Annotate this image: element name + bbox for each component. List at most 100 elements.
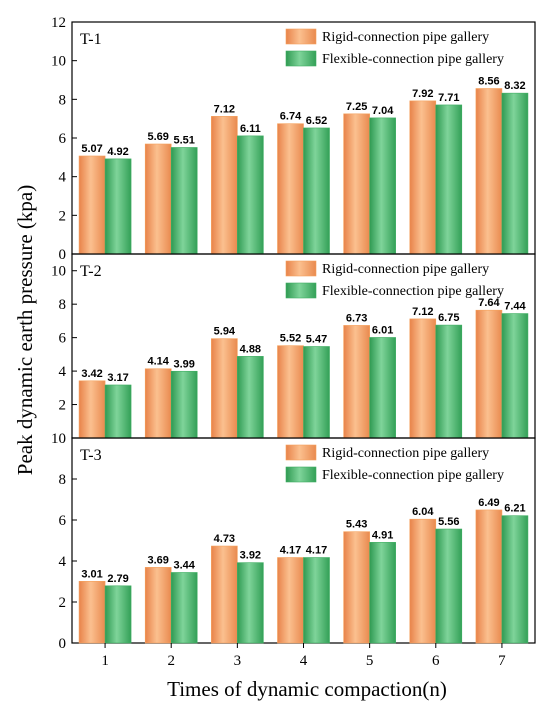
flexible-bar-3 — [237, 356, 264, 439]
data-label: 3.92 — [240, 550, 261, 562]
flexible-bar-6 — [435, 324, 463, 439]
rigid-bar-1 — [78, 380, 106, 439]
data-label: 4.17 — [280, 545, 301, 557]
y-tick-label: 8 — [59, 92, 67, 108]
rigid-bar-7 — [475, 309, 503, 439]
panel-t-1: 0 2 4 6 8 10 12 5.07 5.69 7.12 6.74 7.25 7.92 8.56 4.9… — [51, 15, 536, 263]
y-tick-label: 10 — [51, 54, 66, 70]
rigid-bar-2 — [144, 567, 172, 644]
legend-swatch — [285, 50, 317, 67]
data-label: 3.01 — [81, 568, 102, 580]
rigid-bar-7 — [475, 88, 503, 255]
data-label: 7.64 — [478, 297, 500, 309]
flexible-bar-4 — [303, 346, 330, 439]
y-tick-label: 12 — [51, 15, 66, 31]
panel-t-3: 0 2 4 6 8 10 3.01 3.69 4.73 4.17 5.43 6.04 6.49 2.79 3… — [51, 431, 536, 652]
data-label: 4.88 — [240, 343, 261, 355]
data-label: 5.52 — [280, 333, 301, 345]
data-label: 6.49 — [478, 497, 499, 509]
legend-label: Rigid-connection pipe gallery — [322, 30, 489, 45]
flexible-bar-2 — [170, 147, 198, 255]
y-tick-label: 2 — [59, 208, 67, 224]
legend-swatch — [285, 260, 317, 277]
data-label: 4.17 — [306, 545, 327, 557]
y-axis-title: Peak dynamic earth pressure (kpa) — [13, 185, 37, 475]
legend: Rigid-connection pipe gallery Flexible-co… — [285, 260, 504, 299]
panel-title: T-3 — [80, 447, 102, 464]
flexible-bar-7 — [501, 515, 529, 644]
y-tick-label: 6 — [59, 331, 67, 347]
data-label: 7.12 — [214, 103, 235, 115]
flexible-bar-4 — [303, 557, 330, 644]
flexible-bar-2 — [170, 572, 198, 644]
legend-swatch — [285, 282, 317, 299]
y-tick-label: 4 — [59, 364, 67, 380]
flexible-bar-1 — [104, 158, 132, 255]
flexible-bar-7 — [501, 313, 529, 439]
data-label: 4.14 — [148, 356, 170, 368]
flexible-bar-5 — [369, 117, 396, 255]
legend-label: Rigid-connection pipe gallery — [322, 446, 489, 461]
data-label: 6.04 — [412, 506, 434, 518]
flexible-bar-4 — [303, 127, 330, 255]
x-tick-label: 2 — [167, 653, 175, 669]
data-label: 7.12 — [412, 306, 433, 318]
data-label: 5.07 — [81, 143, 102, 155]
x-axis: 1 2 3 4 5 6 7 — [101, 643, 506, 669]
x-tick-label: 4 — [300, 653, 308, 669]
data-label: 6.11 — [240, 123, 261, 135]
legend-swatch — [285, 444, 317, 461]
x-tick-label: 7 — [498, 653, 506, 669]
panel-title: T-1 — [80, 31, 102, 48]
legend-label: Flexible-connection pipe gallery — [322, 52, 504, 67]
legend: Rigid-connection pipe gallery Flexible-co… — [285, 28, 504, 67]
legend: Rigid-connection pipe gallery Flexible-co… — [285, 444, 504, 483]
data-label: 4.91 — [372, 529, 393, 541]
legend-swatch — [285, 466, 317, 483]
flexible-bar-6 — [435, 528, 463, 644]
flexible-bar-5 — [369, 337, 396, 439]
data-label: 6.73 — [346, 312, 367, 324]
data-label: 5.56 — [438, 516, 459, 528]
y-tick-label: 10 — [51, 431, 66, 447]
rigid-bar-3 — [211, 338, 238, 439]
rigid-bar-3 — [211, 545, 238, 644]
y-tick-label: 4 — [59, 554, 67, 570]
data-label: 6.74 — [280, 111, 302, 123]
y-tick-label: 10 — [51, 264, 66, 280]
y-tick-label: 0 — [59, 636, 67, 652]
rigid-bar-6 — [409, 100, 437, 255]
y-tick-label: 8 — [59, 297, 67, 313]
flexible-bar-3 — [237, 562, 264, 644]
y-tick-label: 2 — [59, 595, 67, 611]
data-label: 3.69 — [148, 554, 169, 566]
data-label: 8.32 — [504, 80, 525, 92]
y-tick-label: 6 — [59, 131, 67, 147]
rigid-bar-5 — [343, 531, 370, 644]
rigid-bar-3 — [211, 116, 238, 255]
data-label: 3.44 — [174, 559, 196, 571]
rigid-bar-6 — [409, 518, 437, 644]
rigid-bar-6 — [409, 318, 437, 439]
data-label: 7.25 — [346, 101, 367, 113]
flexible-bar-6 — [435, 104, 463, 255]
legend-swatch — [285, 28, 317, 45]
y-tick-label: 8 — [59, 472, 67, 488]
panel-t-2: 2 4 6 8 10 3.42 4.14 5.94 5.52 6.73 7.12 7.64 3.17 3.… — [51, 253, 536, 439]
flexible-bar-1 — [104, 585, 132, 644]
data-label: 3.42 — [81, 368, 102, 380]
data-label: 7.92 — [412, 88, 433, 100]
panel-title: T-2 — [80, 263, 102, 280]
rigid-bar-4 — [277, 345, 304, 439]
y-tick-label: 4 — [59, 170, 67, 186]
y-tick-label: 0 — [59, 247, 67, 263]
rigid-bar-4 — [277, 557, 304, 644]
x-tick-label: 1 — [101, 653, 109, 669]
data-label: 7.44 — [504, 301, 526, 313]
data-label: 5.51 — [174, 134, 195, 146]
x-tick-label: 6 — [432, 653, 440, 669]
data-label: 5.43 — [346, 519, 367, 531]
data-label: 6.75 — [438, 312, 459, 324]
legend-label: Rigid-connection pipe gallery — [322, 262, 489, 277]
